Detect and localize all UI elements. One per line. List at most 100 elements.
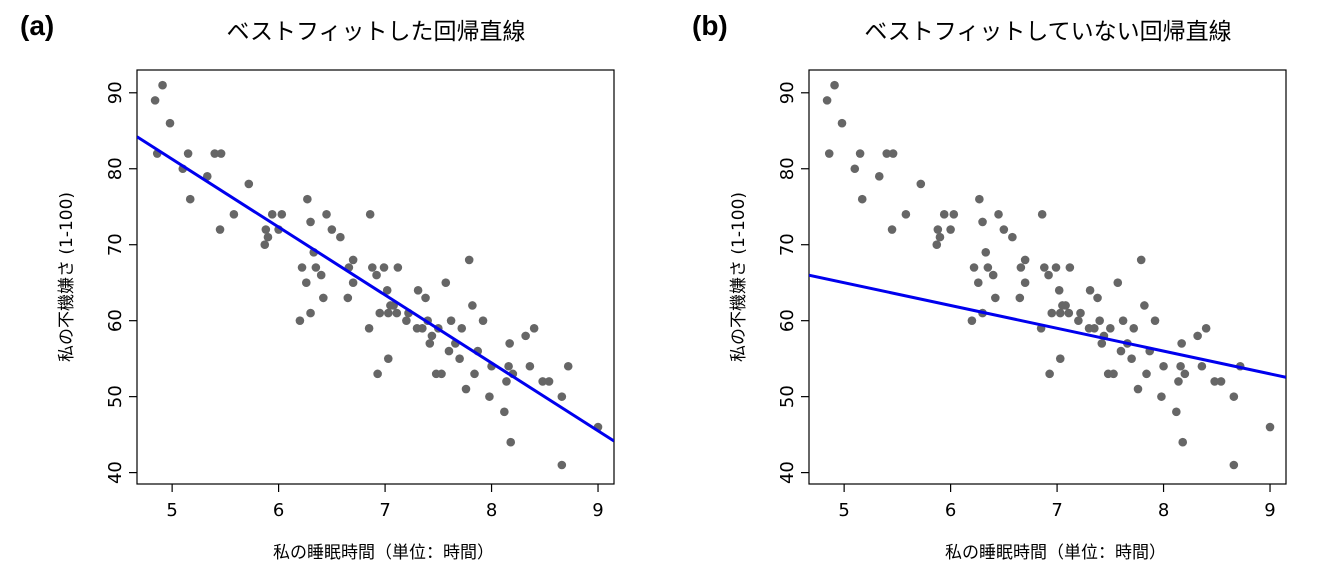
data-point <box>392 308 402 318</box>
data-point <box>506 437 516 447</box>
data-point <box>1150 316 1160 325</box>
y-tick-label: 60 <box>105 309 126 332</box>
data-point <box>981 248 991 257</box>
data-point <box>969 263 979 272</box>
data-point <box>478 316 488 325</box>
data-point <box>1180 369 1190 379</box>
panel-label: (a) <box>20 10 55 41</box>
data-point <box>563 361 573 371</box>
data-point <box>1178 437 1188 447</box>
data-point <box>1076 308 1085 318</box>
data-point <box>850 164 860 174</box>
y-axis-label: 私の不機嫌さ (1-100) <box>729 192 749 362</box>
y-tick-label: 70 <box>777 233 798 256</box>
data-point <box>502 377 511 386</box>
x-tick-label: 9 <box>592 500 603 521</box>
data-point <box>446 316 456 325</box>
y-tick-label: 60 <box>777 309 798 332</box>
data-point <box>935 232 945 242</box>
data-point <box>215 225 225 234</box>
data-point <box>1090 323 1099 333</box>
data-point <box>824 149 834 158</box>
data-point <box>372 270 381 280</box>
data-point <box>1065 263 1075 272</box>
data-point <box>946 225 955 234</box>
data-point <box>999 225 1009 234</box>
data-point <box>1140 301 1149 310</box>
data-point <box>1054 285 1064 295</box>
data-point <box>988 270 998 280</box>
data-point <box>521 331 530 341</box>
chart-title: ベストフィットしていない回帰直線 <box>864 19 1232 45</box>
data-point <box>1174 377 1183 386</box>
data-point <box>267 210 277 219</box>
data-point <box>882 149 892 158</box>
data-point <box>1172 407 1181 417</box>
data-point <box>244 179 254 189</box>
x-tick-label: 8 <box>1158 500 1169 521</box>
x-axis-label: 私の睡眠時間（単位：時間） <box>945 543 1166 563</box>
plot-frame <box>136 69 615 485</box>
data-point <box>327 225 337 234</box>
data-point <box>505 339 514 348</box>
y-tick-label: 90 <box>777 81 798 104</box>
data-point <box>1133 384 1143 394</box>
data-point <box>1136 255 1146 265</box>
y-axis-label: 私の不機嫌さ (1-100) <box>57 192 77 362</box>
data-point <box>557 460 567 470</box>
data-point <box>425 339 435 348</box>
data-point <box>1127 354 1136 363</box>
data-point <box>1047 308 1057 318</box>
data-point <box>1177 339 1186 348</box>
scatter-plot-a: 5 6 7 8 9 40 50 60 70 80 90 私の睡眠時間（単位：時間） 私の不機嫌さ (1-… <box>57 69 615 563</box>
scatter-plot-b: 5 6 7 8 9 40 50 60 70 80 90 私の睡眠時間（単位：時間） 私の不機嫌さ (1-… <box>729 69 1287 563</box>
data-point <box>544 377 554 386</box>
data-point <box>557 392 567 401</box>
data-point <box>263 232 273 242</box>
data-point <box>1093 293 1102 303</box>
data-point <box>855 149 865 158</box>
data-point <box>1216 377 1226 386</box>
data-point <box>1095 316 1104 325</box>
x-tick-label: 7 <box>379 500 390 521</box>
x-tick-label: 7 <box>1051 500 1062 521</box>
data-point <box>1229 392 1239 401</box>
data-point <box>402 316 411 325</box>
data-point <box>887 225 897 234</box>
data-point <box>297 263 307 272</box>
data-point <box>457 323 467 333</box>
data-point <box>437 369 446 379</box>
data-point <box>1142 369 1151 379</box>
data-point <box>1051 263 1061 272</box>
panel-label: (b) <box>692 10 728 41</box>
x-tick-label: 9 <box>1264 500 1275 521</box>
data-point <box>933 225 943 234</box>
regression-line <box>809 273 1286 379</box>
data-point <box>277 210 287 219</box>
data-point <box>382 285 392 295</box>
data-point <box>1040 263 1049 272</box>
data-point <box>1116 346 1126 356</box>
data-point <box>470 369 479 379</box>
data-point <box>306 217 315 227</box>
data-point <box>306 308 315 318</box>
data-point <box>973 278 983 287</box>
data-point <box>1229 460 1239 470</box>
data-point <box>319 293 328 303</box>
data-point <box>303 194 312 204</box>
data-point <box>468 301 477 310</box>
data-point <box>1064 308 1074 318</box>
chart-panel-b: (b) ベストフィットしていない回帰直線 5 6 7 8 9 40 50 60 70 80 90 私の… <box>672 0 1344 576</box>
data-point <box>1055 354 1065 363</box>
data-point <box>1016 263 1026 272</box>
data-point <box>185 194 195 204</box>
data-point <box>538 377 547 386</box>
data-point <box>1097 339 1107 348</box>
y-tick-label: 50 <box>105 385 126 408</box>
data-point <box>837 118 847 128</box>
data-point <box>939 210 949 219</box>
data-point <box>525 361 535 371</box>
data-point <box>375 308 385 318</box>
data-point <box>949 210 959 219</box>
data-point <box>383 354 393 363</box>
